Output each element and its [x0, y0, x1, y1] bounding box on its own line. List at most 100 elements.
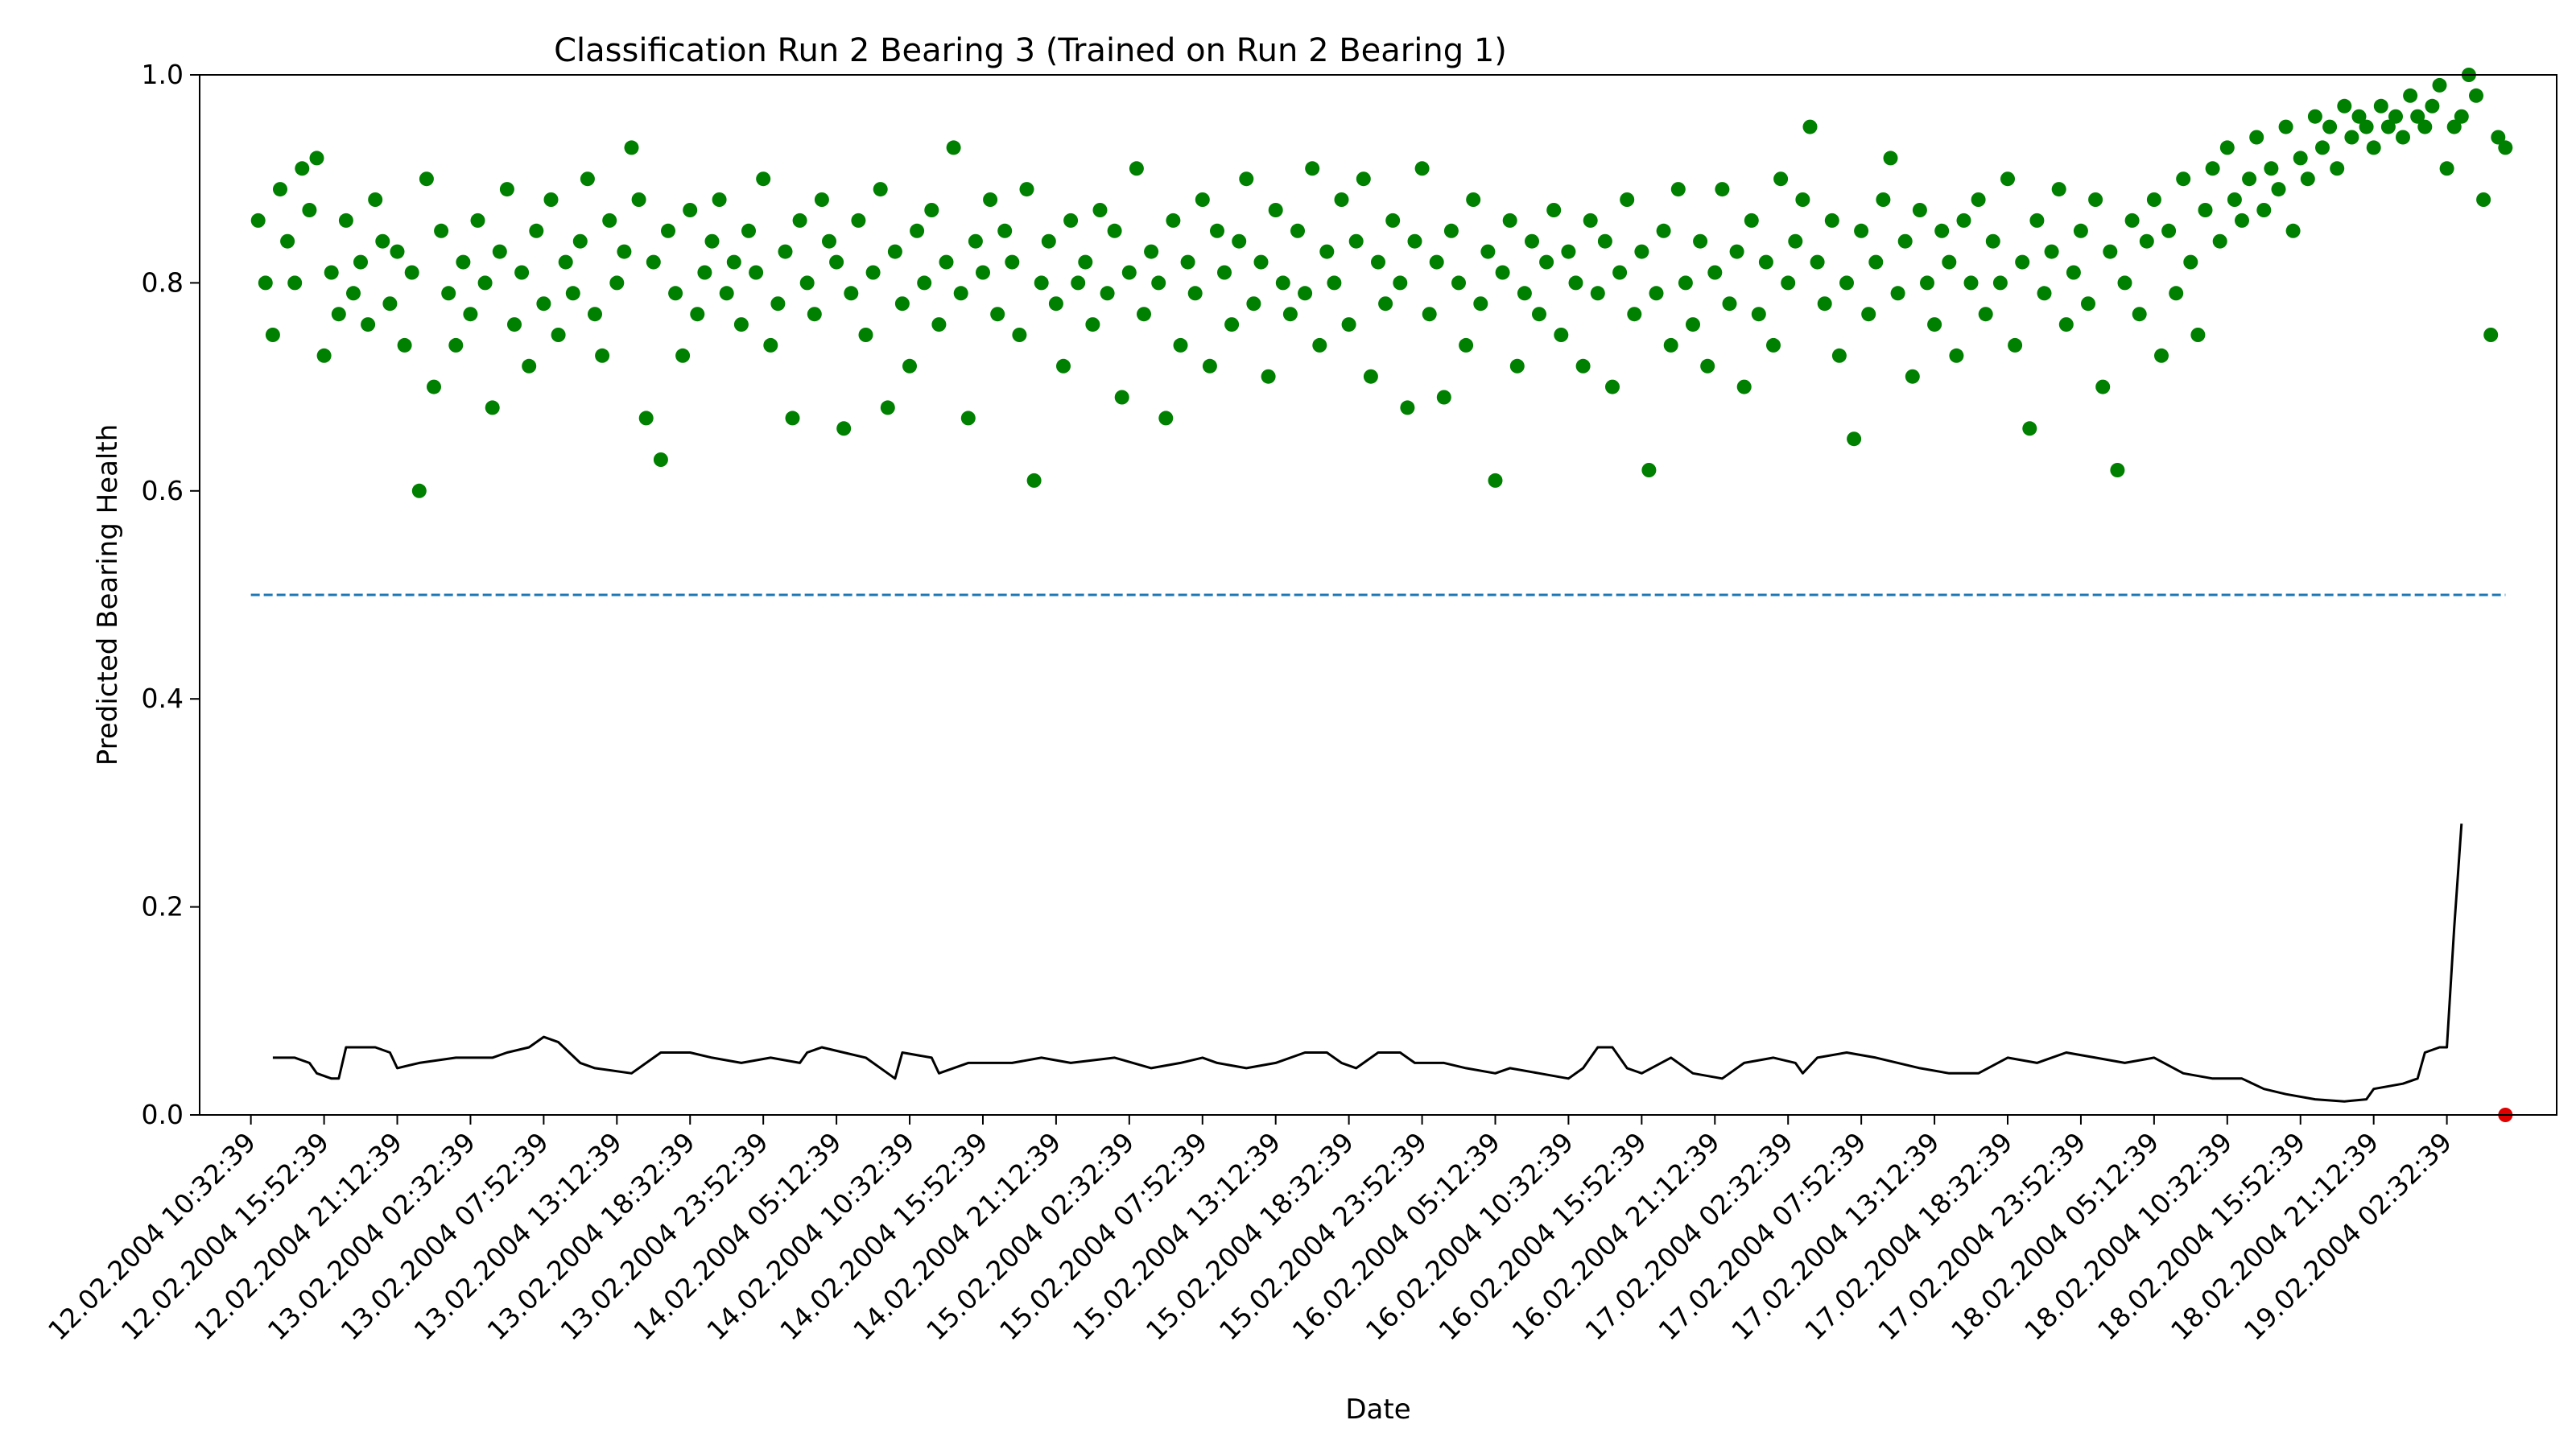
data-point [2396, 130, 2410, 145]
data-point [1788, 233, 1803, 249]
data-point [960, 411, 976, 426]
data-point [1232, 233, 1247, 249]
data-point [661, 223, 675, 238]
data-point [1407, 233, 1422, 249]
data-point [1890, 286, 1905, 301]
data-point [1282, 307, 1298, 322]
y-tick-label: 0.0 [142, 1099, 184, 1130]
data-point [844, 286, 859, 301]
data-point [2044, 244, 2059, 259]
data-point [2359, 119, 2374, 134]
data-point [939, 254, 954, 270]
data-point [2293, 151, 2308, 166]
data-point [822, 233, 836, 249]
data-point [953, 286, 968, 301]
data-point [741, 223, 756, 238]
data-point [1298, 286, 1313, 301]
data-point [1187, 286, 1203, 301]
data-point [726, 254, 741, 270]
data-point [976, 265, 990, 280]
data-point [1992, 275, 2008, 291]
data-point [2322, 119, 2338, 134]
data-point [1363, 369, 1378, 384]
data-point [1590, 286, 1605, 301]
data-point [1795, 192, 1810, 207]
data-point [2132, 307, 2147, 322]
data-point [1663, 337, 1678, 353]
data-point [1348, 233, 1364, 249]
data-point [1824, 213, 1839, 228]
data-point [1319, 244, 1335, 259]
data-point [441, 286, 456, 301]
data-point [280, 233, 295, 249]
data-point [2037, 286, 2052, 301]
data-point [2337, 98, 2352, 114]
data-point [1107, 223, 1122, 238]
data-point [2081, 296, 2095, 312]
data-point [690, 307, 705, 322]
data-point [404, 265, 419, 280]
data-point [2242, 171, 2257, 187]
data-point [2219, 140, 2235, 155]
data-point [558, 254, 573, 270]
data-point [1253, 254, 1269, 270]
data-point [2476, 192, 2491, 207]
data-point [265, 328, 280, 342]
data-point [624, 140, 639, 155]
data-point [653, 452, 668, 467]
data-point [2264, 161, 2279, 176]
data-point [1627, 307, 1642, 322]
data-point [1063, 213, 1079, 228]
data-point [1268, 203, 1283, 217]
data-point [778, 244, 793, 259]
data-point [2051, 182, 2066, 197]
data-point [2058, 317, 2074, 332]
data-point [2095, 379, 2111, 394]
data-point [770, 296, 786, 312]
data-point [2169, 286, 2184, 301]
data-point [1210, 223, 1224, 238]
data-point [858, 328, 873, 342]
data-point [551, 328, 566, 342]
data-point [361, 317, 376, 332]
data-point [1261, 369, 1276, 384]
data-point [1327, 275, 1342, 291]
data-point [1502, 213, 1517, 228]
data-point [2117, 275, 2132, 291]
data-point [2256, 203, 2272, 217]
data-point [1166, 213, 1181, 228]
data-point [2454, 109, 2469, 124]
data-point [1575, 358, 1591, 374]
data-point [1026, 473, 1042, 488]
data-point [397, 337, 412, 353]
y-axis-label: Predicted Bearing Health [92, 424, 124, 766]
data-point [427, 379, 441, 394]
data-point [1048, 296, 1063, 312]
data-point [1985, 233, 2000, 249]
data-point [434, 223, 449, 238]
data-point [331, 307, 346, 322]
data-point [1451, 275, 1466, 291]
data-point [1356, 171, 1371, 187]
data-point [353, 254, 368, 270]
data-point [887, 244, 902, 259]
data-point [631, 192, 646, 207]
y-tick-label: 0.4 [142, 683, 184, 714]
data-point [1180, 254, 1195, 270]
data-point [1781, 275, 1796, 291]
scatter-series-0 [250, 68, 2513, 498]
data-point [1656, 223, 1671, 238]
data-point [602, 213, 617, 228]
data-point [2432, 77, 2447, 93]
data-point [1443, 223, 1459, 238]
data-point [1100, 286, 1115, 301]
data-point [873, 182, 888, 197]
data-point [1831, 348, 1847, 363]
data-point [697, 265, 712, 280]
data-point [346, 286, 361, 301]
data-point [1495, 265, 1510, 280]
data-point [609, 275, 625, 291]
data-point [1305, 161, 1320, 176]
